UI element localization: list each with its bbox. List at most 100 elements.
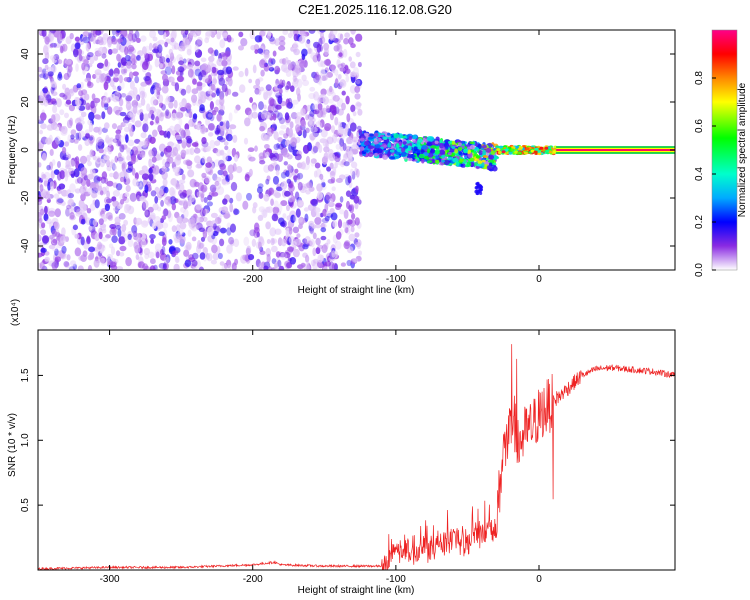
snr-marks [38, 344, 675, 570]
noise-cell [160, 112, 165, 117]
noise-cell [139, 195, 146, 202]
noise-cell [250, 45, 256, 51]
spectrogram-marks [38, 30, 675, 270]
noise-cell [196, 191, 202, 198]
noise-cell [219, 96, 225, 106]
noise-cell [282, 213, 287, 219]
noise-cell [298, 162, 306, 170]
onset-cell [400, 148, 406, 153]
noise-cell [324, 123, 332, 131]
noise-cell [135, 217, 143, 225]
noise-cell [302, 238, 308, 244]
noise-cell [79, 120, 85, 125]
noise-cell [226, 222, 232, 230]
tone-cell [499, 145, 503, 149]
noise-cell [143, 75, 151, 82]
noise-cell [91, 190, 97, 199]
noise-cell [194, 155, 201, 164]
noise-cell [80, 167, 88, 176]
noise-cell [190, 217, 196, 224]
noise-cell [129, 30, 134, 37]
noise-cell [248, 78, 253, 84]
noise-cell [341, 102, 346, 111]
noise-cell [345, 228, 351, 235]
noise-cell [342, 221, 348, 229]
noise-cell [283, 251, 291, 259]
noise-cell [212, 78, 218, 84]
noise-cell [223, 213, 231, 219]
noise-cell [69, 215, 76, 221]
noise-cell [93, 175, 99, 183]
noise-cell [309, 239, 315, 248]
noise-cell [118, 213, 126, 220]
noise-cell [277, 112, 283, 121]
noise-cell [319, 36, 326, 45]
noise-cell [49, 181, 55, 190]
noise-cell [290, 85, 295, 92]
noise-cell [306, 39, 311, 45]
noise-cell [300, 262, 306, 268]
noise-cell [39, 129, 43, 135]
noise-cell [47, 71, 54, 77]
noise-cell [317, 244, 323, 250]
noise-cell [111, 30, 116, 36]
noise-cell [96, 62, 105, 69]
onset-cell [387, 143, 392, 148]
noise-cell [287, 246, 295, 252]
noise-cell [103, 155, 110, 161]
noise-cell [243, 137, 249, 145]
noise-cell [170, 37, 175, 43]
tone-band-core [556, 149, 675, 151]
noise-cell [74, 117, 82, 125]
onset-cell [389, 149, 395, 153]
noise-cell [339, 196, 344, 203]
noise-cell [109, 224, 117, 229]
noise-cell [302, 144, 310, 154]
noise-cell [328, 152, 336, 162]
noise-cell [85, 42, 90, 52]
noise-cell [158, 94, 164, 104]
noise-cell [216, 135, 224, 141]
noise-cell [172, 250, 179, 256]
noise-cell [321, 244, 328, 254]
noise-cell [171, 151, 177, 157]
noise-cell [118, 141, 122, 147]
noise-cell [266, 128, 273, 137]
noise-cell [215, 176, 222, 183]
noise-cell [345, 75, 350, 83]
noise-cell [185, 241, 192, 251]
noise-cell [202, 110, 207, 119]
onset-cell [478, 150, 483, 156]
noise-cell [320, 178, 325, 184]
onset-cell [451, 140, 456, 145]
noise-cell [291, 99, 299, 105]
noise-cell [43, 89, 50, 99]
noise-cell [46, 124, 54, 131]
noise-cell [101, 111, 106, 120]
noise-cell [191, 94, 198, 103]
noise-cell [157, 44, 163, 54]
noise-cell [96, 176, 103, 181]
noise-cell [48, 210, 56, 217]
noise-cell [68, 266, 76, 270]
noise-cell [152, 129, 158, 137]
noise-cell [229, 124, 237, 130]
noise-cell [324, 155, 329, 162]
noise-cell [332, 220, 338, 228]
noise-cell [277, 95, 283, 105]
onset-cell [418, 153, 425, 159]
onset-cell [373, 138, 378, 143]
noise-cell [124, 192, 130, 198]
noise-cell [254, 88, 260, 95]
noise-cell [164, 110, 169, 119]
noise-cell [222, 120, 230, 130]
noise-cell [141, 173, 150, 180]
noise-cell [81, 62, 86, 71]
noise-cell [308, 186, 315, 193]
noise-cell [233, 208, 240, 215]
noise-cell [99, 190, 104, 196]
noise-cell [171, 31, 176, 39]
colorbar-gradient [711, 29, 738, 271]
noise-cell [57, 59, 63, 65]
noise-cell [352, 258, 358, 263]
